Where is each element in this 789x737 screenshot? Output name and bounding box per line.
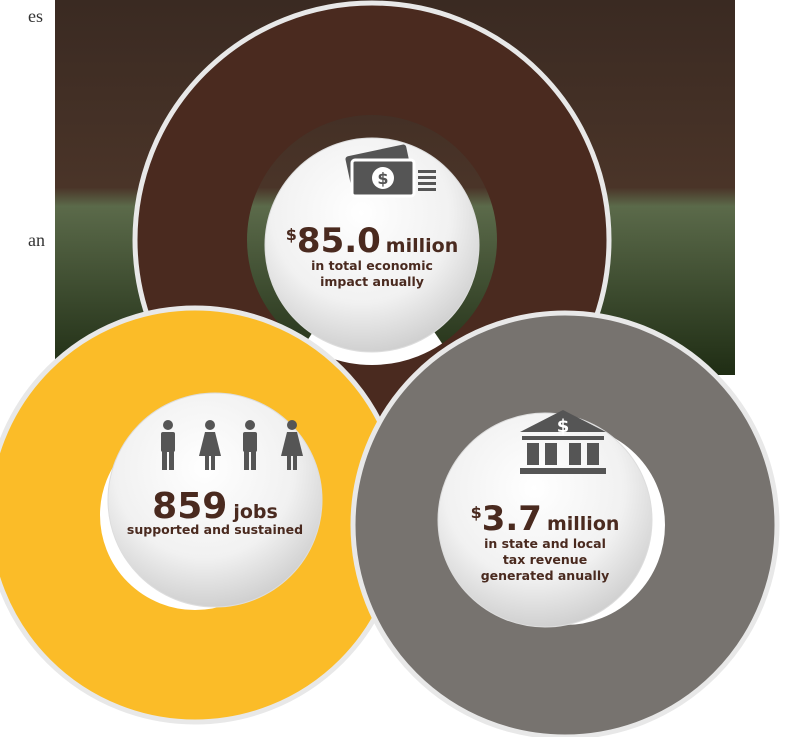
stat-caption: impact anually	[320, 274, 424, 289]
stat-caption: supported and sustained	[127, 522, 303, 537]
stat-caption: generated anually	[481, 568, 610, 583]
yellow-ring	[0, 310, 400, 720]
stat-headline: $3.7 million	[471, 499, 620, 539]
text-fragment: an	[28, 230, 45, 250]
bank-icon: $	[520, 410, 606, 474]
stat-caption: in state and local	[484, 536, 606, 551]
text-fragment: es	[28, 6, 43, 26]
stat-caption: tax revenue	[503, 552, 587, 567]
stat-headline: $85.0 million	[286, 221, 458, 261]
stat-circle	[264, 137, 480, 353]
gray-ring	[355, 315, 775, 735]
stat-headline: 859 jobs	[152, 486, 278, 527]
money-icon: $	[345, 144, 436, 198]
people-icon	[161, 420, 303, 470]
ring-border	[350, 310, 780, 737]
stat-caption: in total economic	[311, 258, 433, 273]
stat-circle	[437, 412, 653, 628]
svg-text:$: $	[557, 416, 570, 437]
svg-text:$: $	[377, 169, 388, 188]
